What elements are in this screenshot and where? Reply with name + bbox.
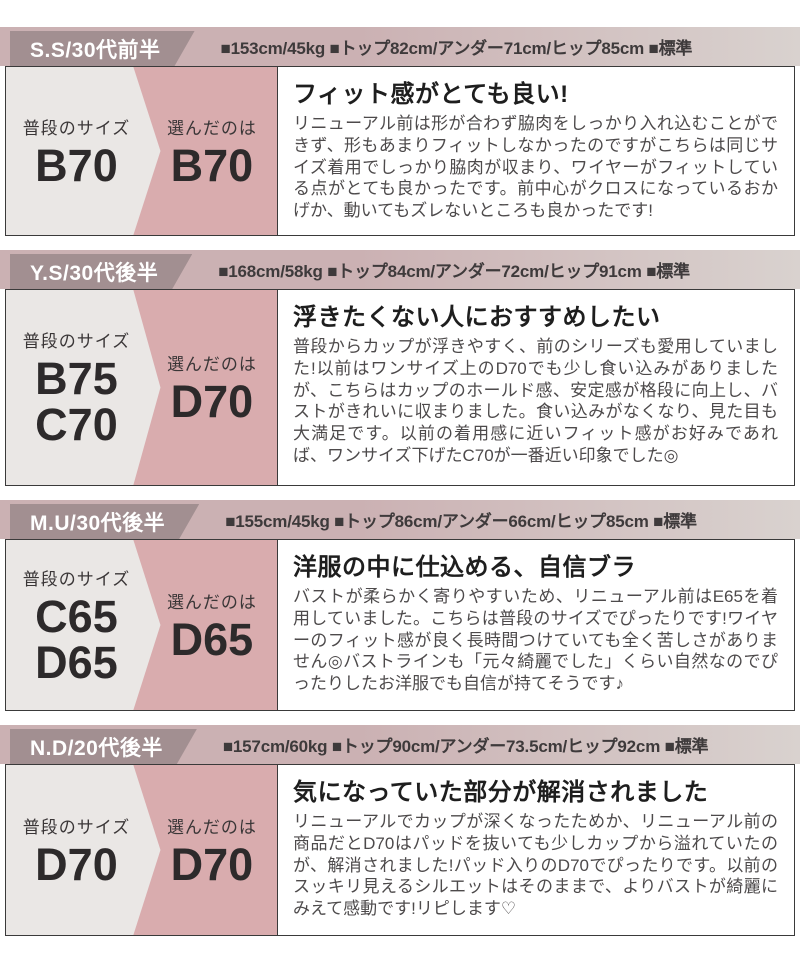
chosen-size-label: 選んだのは xyxy=(166,817,257,837)
review-section-4: N.D/20代後半 ■157cm/60kg ■トップ90cm/アンダー73.5c… xyxy=(0,725,800,936)
size-panel: 普段のサイズ C65 D65 選んだのは D65 xyxy=(6,540,278,710)
usual-size-label: 普段のサイズ xyxy=(22,817,131,837)
review-section-1: S.S/30代前半 ■153cm/45kg ■トップ82cm/アンダー71cm/… xyxy=(0,27,800,236)
chosen-size-block: 選んだのは D70 xyxy=(147,290,277,485)
review-body: リニューアルでカップが深くなったためか、リニューアル前の商品だとD70はパッドを… xyxy=(293,812,778,918)
usual-size-value: B70 xyxy=(35,139,118,191)
reviewer-name: S.S/30代前半 xyxy=(30,38,161,62)
usual-size-block: 普段のサイズ B70 xyxy=(6,67,147,235)
chosen-size-label: 選んだのは xyxy=(166,592,257,612)
reviewer-header-bar: Y.S/30代後半 ■168cm/58kg ■トップ84cm/アンダー72cm/… xyxy=(0,250,800,289)
usual-size-value: C65 D65 xyxy=(35,590,118,688)
chosen-size-value: D70 xyxy=(170,376,254,428)
size-panel: 普段のサイズ B70 選んだのは B70 xyxy=(6,67,278,235)
usual-size-arrow-shape xyxy=(6,540,161,710)
review-section-2: Y.S/30代後半 ■168cm/58kg ■トップ84cm/アンダー72cm/… xyxy=(0,250,800,486)
usual-size-value: D70 xyxy=(35,838,118,890)
review-body: バストが柔らかく寄りやすいため、リニューアル前はE65を着用していました。こちら… xyxy=(293,587,778,693)
reviewer-specs: ■157cm/60kg ■トップ90cm/アンダー73.5cm/ヒップ92cm … xyxy=(222,737,709,756)
reviewer-badge: M.U/30代後半 xyxy=(10,504,199,539)
review-content-row: 普段のサイズ B70 選んだのは B70 フィット感がとても良い! リニューアル… xyxy=(5,66,795,236)
usual-size-block: 普段のサイズ C65 D65 xyxy=(6,540,147,710)
review-text-block: フィット感がとても良い! リニューアル前は形が合わず脇肉をしっかり入れ込むことが… xyxy=(278,67,794,235)
review-title: フィット感がとても良い! xyxy=(293,81,569,108)
reviewer-header-bar: M.U/30代後半 ■155cm/45kg ■トップ86cm/アンダー66cm/… xyxy=(0,500,800,539)
chosen-size-value: D65 xyxy=(170,613,254,665)
review-content-row: 普段のサイズ D70 選んだのは D70 気になっていた部分が解消されました リ… xyxy=(5,764,795,936)
usual-size-label: 普段のサイズ xyxy=(22,569,131,589)
usual-size-arrow-shape xyxy=(6,67,161,235)
usual-size-arrow-shape xyxy=(6,290,161,485)
reviewer-specs: ■153cm/45kg ■トップ82cm/アンダー71cm/ヒップ85cm ■標… xyxy=(220,39,693,58)
chosen-size-value: D70 xyxy=(170,838,254,890)
review-body: 普段からカップが浮きやすく、前のシリーズも愛用していました!以前はワンサイズ上の… xyxy=(293,337,778,465)
chosen-size-block: 選んだのは D65 xyxy=(147,540,277,710)
review-section-3: M.U/30代後半 ■155cm/45kg ■トップ86cm/アンダー66cm/… xyxy=(0,500,800,711)
usual-size-label: 普段のサイズ xyxy=(22,118,131,138)
reviewer-name: N.D/20代後半 xyxy=(30,736,163,760)
review-title: 浮きたくない人におすすめしたい xyxy=(293,304,661,331)
usual-size-value: B75 C70 xyxy=(35,353,118,450)
review-content-row: 普段のサイズ B75 C70 選んだのは D70 浮きたくない人におすすめしたい… xyxy=(5,289,795,486)
reviewer-badge: N.D/20代後半 xyxy=(10,729,197,764)
size-panel: 普段のサイズ D70 選んだのは D70 xyxy=(6,765,278,935)
chosen-size-label: 選んだのは xyxy=(166,355,257,375)
review-body: リニューアル前は形が合わず脇肉をしっかり入れ込むことができず、形もあまりフィット… xyxy=(293,114,778,220)
review-text-block: 洋服の中に仕込める、自信ブラ バストが柔らかく寄りやすいため、リニューアル前はE… xyxy=(278,540,794,710)
review-title: 洋服の中に仕込める、自信ブラ xyxy=(293,554,636,581)
chosen-size-value: B70 xyxy=(170,139,254,191)
reviewer-header-bar: N.D/20代後半 ■157cm/60kg ■トップ90cm/アンダー73.5c… xyxy=(0,725,800,764)
reviewer-badge: Y.S/30代後半 xyxy=(10,254,192,289)
review-title: 気になっていた部分が解消されました xyxy=(293,779,709,806)
review-content-row: 普段のサイズ C65 D65 選んだのは D65 洋服の中に仕込める、自信ブラ … xyxy=(5,539,795,711)
usual-size-arrow-shape xyxy=(6,765,161,935)
reviewer-name: Y.S/30代後半 xyxy=(30,261,159,285)
reviewer-header-bar: S.S/30代前半 ■153cm/45kg ■トップ82cm/アンダー71cm/… xyxy=(0,27,800,66)
reviewer-badge: S.S/30代前半 xyxy=(10,31,195,66)
chosen-size-block: 選んだのは D70 xyxy=(147,765,277,935)
size-panel: 普段のサイズ B75 C70 選んだのは D70 xyxy=(6,290,278,485)
review-text-block: 浮きたくない人におすすめしたい 普段からカップが浮きやすく、前のシリーズも愛用し… xyxy=(278,290,794,485)
reviewer-specs: ■168cm/58kg ■トップ84cm/アンダー72cm/ヒップ91cm ■標… xyxy=(218,262,690,281)
reviewer-name: M.U/30代後半 xyxy=(30,511,166,535)
usual-size-block: 普段のサイズ D70 xyxy=(6,765,147,935)
usual-size-block: 普段のサイズ B75 C70 xyxy=(6,290,147,485)
chosen-size-label: 選んだのは xyxy=(166,118,257,138)
reviewer-specs: ■155cm/45kg ■トップ86cm/アンダー66cm/ヒップ85cm ■標… xyxy=(225,512,697,531)
review-text-block: 気になっていた部分が解消されました リニューアルでカップが深くなったためか、リニ… xyxy=(278,765,794,935)
chosen-size-block: 選んだのは B70 xyxy=(147,67,277,235)
usual-size-label: 普段のサイズ xyxy=(22,332,131,352)
